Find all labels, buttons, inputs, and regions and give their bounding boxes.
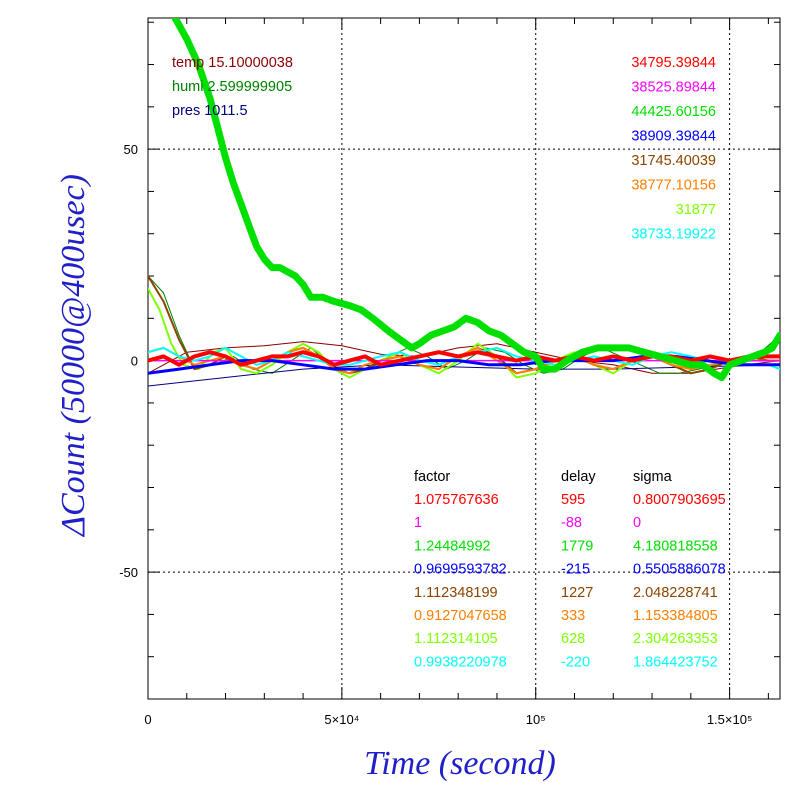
factor-cell: 1.24484992 bbox=[414, 538, 491, 554]
x-axis-label: Time (second) bbox=[364, 745, 556, 782]
sigma-cell: 1.864423752 bbox=[633, 654, 718, 670]
factor-cell: 1.112314105 bbox=[414, 631, 498, 647]
sigma-cell: 2.304263353 bbox=[633, 631, 718, 647]
sigma-cell: 2.048228741 bbox=[633, 585, 718, 601]
table-header: factor bbox=[414, 469, 450, 485]
x-tick-label: 0 bbox=[144, 712, 151, 727]
count-value: 38733.19922 bbox=[631, 227, 716, 243]
sigma-cell: 1.153384805 bbox=[633, 608, 718, 624]
table-header: delay bbox=[561, 469, 596, 485]
x-tick-label: 10⁵ bbox=[526, 712, 546, 727]
delay-cell: 628 bbox=[561, 631, 585, 647]
series-line bbox=[171, 18, 780, 381]
factor-cell: 1.075767636 bbox=[414, 492, 499, 508]
delay-cell: -88 bbox=[561, 515, 582, 531]
count-value: 44425.60156 bbox=[631, 104, 716, 120]
y-tick-label: 0 bbox=[131, 354, 138, 369]
factor-cell: 0.9699593782 bbox=[414, 562, 507, 578]
y-axis-label: ΔCount (50000@400usec) bbox=[55, 174, 92, 538]
factor-cell: 1 bbox=[414, 515, 422, 531]
count-value: 34795.39844 bbox=[631, 55, 716, 71]
count-value: 38777.10156 bbox=[631, 178, 716, 194]
delay-cell: 1227 bbox=[561, 585, 593, 601]
env-humi: humi 2.599999905 bbox=[172, 79, 292, 95]
env-pres: pres 1011.5 bbox=[172, 103, 248, 119]
sigma-cell: 4.180818558 bbox=[633, 538, 718, 554]
y-tick-label: 50 bbox=[124, 142, 138, 157]
factor-delay-sigma-table: factor delay sigma 1.075767636 595 0.80079036… bbox=[414, 469, 726, 670]
count-values: 34795.39844 38525.89844 44425.60156 38909.3… bbox=[631, 55, 716, 243]
sigma-cell: 0 bbox=[633, 515, 641, 531]
axis-ticks bbox=[148, 18, 780, 699]
delay-cell: -220 bbox=[561, 654, 590, 670]
env-readout: temp 15.10000038 humi 2.599999905 pres 1… bbox=[172, 55, 293, 119]
delay-cell: -215 bbox=[561, 562, 590, 578]
series-layer bbox=[148, 18, 780, 387]
x-tick-label: 5×10⁴ bbox=[324, 712, 359, 727]
factor-cell: 0.9127047658 bbox=[414, 608, 507, 624]
y-tick-label: -50 bbox=[119, 565, 138, 580]
count-value: 38909.39844 bbox=[631, 129, 716, 145]
sigma-cell: 0.8007903695 bbox=[633, 492, 726, 508]
x-tick-label: 1.5×10⁵ bbox=[707, 712, 753, 727]
series-line bbox=[148, 346, 780, 371]
delay-cell: 333 bbox=[561, 608, 585, 624]
tick-labels: 0 5×10⁴ 10⁵ 1.5×10⁵ 50 0 -50 bbox=[119, 142, 752, 727]
count-value: 31877 bbox=[676, 202, 716, 218]
factor-cell: 1.112348199 bbox=[414, 585, 498, 601]
count-value: 38525.89844 bbox=[631, 80, 716, 96]
env-temp: temp 15.10000038 bbox=[172, 55, 293, 71]
count-value: 31745.40039 bbox=[631, 153, 716, 169]
sigma-cell: 0.5505886078 bbox=[633, 562, 726, 578]
series-line bbox=[148, 364, 780, 387]
table-header: sigma bbox=[633, 469, 673, 485]
factor-cell: 0.9938220978 bbox=[414, 654, 507, 670]
delay-cell: 595 bbox=[561, 492, 585, 508]
delay-cell: 1779 bbox=[561, 538, 593, 554]
